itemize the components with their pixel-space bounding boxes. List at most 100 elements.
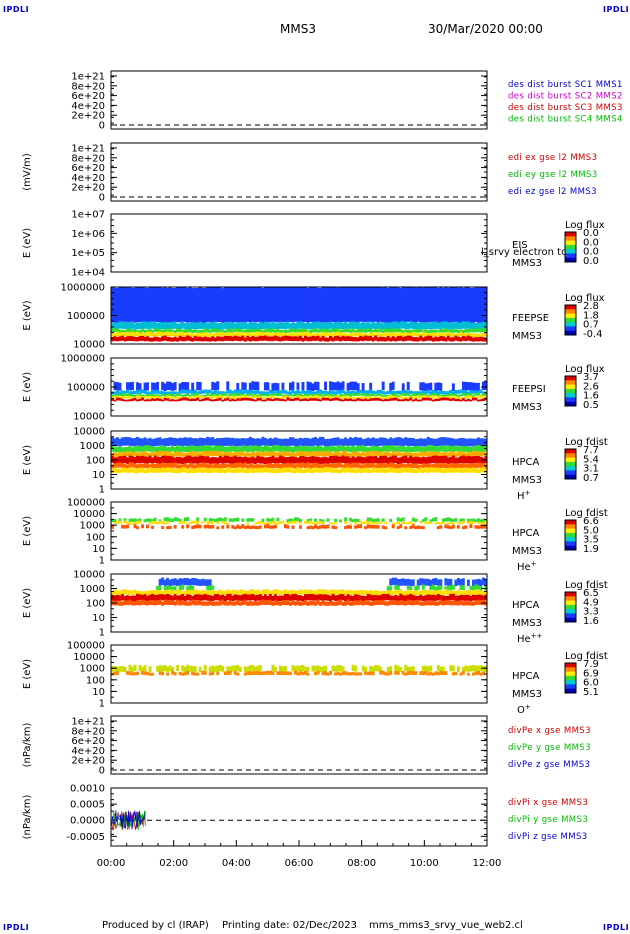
heatmap-cell — [146, 394, 149, 397]
heatmap-cell — [143, 329, 147, 333]
heatmap-cell — [111, 322, 114, 330]
heatmap-cell — [266, 522, 270, 525]
colorbar-tick-label: -0.4 — [583, 329, 603, 340]
heatmap-cell — [166, 585, 170, 591]
heatmap-cell — [389, 671, 393, 675]
heatmap-cell — [401, 521, 405, 524]
heatmap-cell — [369, 332, 373, 337]
heatmap-cell — [329, 398, 332, 402]
heatmap-cell — [223, 590, 227, 596]
heatmap-cell — [339, 452, 343, 457]
heatmap-cell — [371, 437, 375, 446]
heatmap-cell — [414, 446, 418, 452]
heatmap-cell — [386, 451, 390, 457]
heatmap-cell — [351, 321, 355, 329]
heatmap-cell — [111, 666, 114, 672]
heatmap-cell — [456, 395, 460, 397]
heatmap-cell — [379, 287, 383, 322]
heatmap-cell — [436, 590, 440, 595]
heatmap-cell — [271, 328, 275, 333]
heatmap-cell — [439, 452, 443, 457]
heatmap-cell — [434, 393, 438, 396]
heatmap-cell — [291, 397, 295, 400]
heatmap-cell — [131, 466, 134, 473]
heatmap-cell — [369, 389, 373, 394]
heatmap-cell — [416, 438, 420, 447]
heatmap-cell — [451, 383, 455, 391]
heatmap-cell — [424, 457, 428, 464]
heatmap-cell — [133, 446, 137, 453]
heatmap-cell — [409, 437, 413, 447]
heatmap-cell — [233, 665, 237, 672]
y-tick-label: 0 — [99, 193, 105, 204]
heatmap-cell — [238, 447, 242, 453]
heatmap-cell — [449, 456, 453, 464]
heatmap-cell — [424, 451, 428, 457]
heatmap-cell — [183, 397, 187, 401]
heatmap-cell — [424, 446, 428, 453]
heatmap-cell — [461, 578, 465, 586]
heatmap-cell — [263, 671, 267, 675]
heatmap-cell — [273, 594, 277, 601]
heatmap-cell — [156, 287, 160, 323]
heatmap-cell — [173, 591, 177, 596]
heatmap-cell — [399, 445, 403, 452]
heatmap-cell — [464, 321, 468, 329]
heatmap-cell — [153, 321, 157, 329]
heatmap-cell — [444, 517, 448, 522]
heatmap-cell — [293, 670, 297, 675]
heatmap-cell — [256, 450, 260, 457]
heatmap-cell — [263, 399, 267, 402]
heatmap-cell — [113, 391, 117, 395]
colorbar-segment — [565, 397, 576, 403]
heatmap-cell — [369, 524, 373, 529]
heatmap-cell — [246, 438, 250, 447]
heatmap-cell — [228, 321, 232, 329]
heatmap-cell — [241, 463, 245, 469]
heatmap-cell — [304, 666, 307, 673]
heatmap-cell — [451, 451, 455, 457]
heatmap-cell — [143, 463, 147, 468]
heatmap-cell — [299, 391, 302, 395]
heatmap-cell — [376, 590, 380, 596]
heatmap-cell — [248, 337, 252, 342]
heatmap-cell — [176, 328, 180, 333]
heatmap-cell — [306, 462, 310, 468]
y-tick-label: 4e+20 — [71, 746, 105, 757]
heatmap-cell — [451, 455, 455, 463]
heatmap-cell — [426, 452, 430, 457]
heatmap-cell — [449, 287, 453, 323]
heatmap-cell — [233, 328, 237, 333]
heatmap-cell — [459, 451, 463, 457]
colorbar-segment — [565, 667, 576, 672]
heatmap-cell — [439, 394, 443, 397]
heatmap-cell — [354, 393, 358, 397]
colorbar-frame — [564, 448, 577, 480]
heatmap-cell — [296, 467, 300, 473]
heatmap-cell — [436, 671, 440, 676]
heatmap-cell — [314, 462, 317, 468]
heatmap-cell — [469, 336, 473, 342]
heatmap-cell — [401, 337, 405, 342]
heatmap-cell — [136, 331, 139, 337]
heatmap-cell — [266, 328, 270, 333]
heatmap-cell — [416, 464, 420, 469]
heatmap-cell — [471, 463, 475, 469]
heatmap-cell — [163, 586, 167, 591]
heatmap-cell — [231, 336, 235, 342]
heatmap-cell — [186, 670, 190, 675]
heatmap-cell — [206, 594, 210, 601]
heatmap-cell — [131, 666, 134, 673]
heatmap-cell — [273, 382, 277, 391]
heatmap-cell — [319, 436, 322, 446]
heatmap-cell — [304, 393, 307, 397]
heatmap-cell — [256, 464, 260, 469]
colorbar-segment — [565, 545, 576, 551]
heatmap-cell — [394, 337, 398, 342]
heatmap-cell — [451, 446, 455, 453]
heatmap-cell — [228, 518, 232, 522]
heatmap-cell — [173, 336, 177, 342]
heatmap-cell — [436, 287, 440, 323]
heatmap-cell — [123, 436, 127, 446]
heatmap-cell — [151, 525, 155, 529]
